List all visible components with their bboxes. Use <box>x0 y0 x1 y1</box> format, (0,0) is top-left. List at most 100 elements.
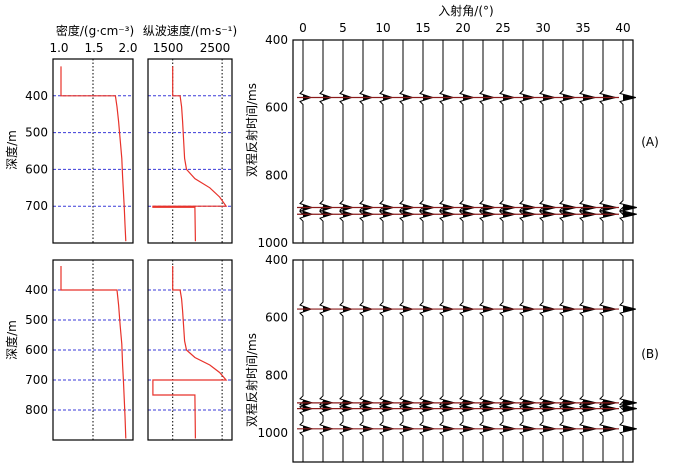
panel-frame <box>52 259 134 441</box>
seismic-trace <box>459 260 477 462</box>
trace-wiggle <box>579 260 598 462</box>
density-xtick: 1.5 <box>84 41 103 55</box>
depth-tick-label: 400 <box>25 89 48 103</box>
gather-xtick-label: 30 <box>535 21 550 35</box>
trace-wiggle <box>439 260 456 462</box>
trace-wiggle <box>339 260 355 462</box>
panel-label-B: (B) <box>641 347 659 361</box>
trace-lobe <box>623 306 636 313</box>
seismic-trace <box>479 40 497 243</box>
seismic-trace <box>419 260 436 462</box>
time-tick-label: 400 <box>265 33 288 47</box>
time-tick-label: 800 <box>265 168 288 182</box>
seismic-trace <box>379 40 395 243</box>
panel-frame <box>147 58 233 244</box>
trace-wiggle <box>299 260 314 462</box>
gather-xtick-label: 35 <box>575 21 590 35</box>
gather-xtick-label: 15 <box>415 21 430 35</box>
seismic-trace <box>319 40 334 243</box>
time-tick-label: 600 <box>265 311 288 325</box>
gather-xtick-group: 0 5 10 15 20 25 30 35 40 <box>299 21 630 35</box>
trace-wiggle <box>479 260 497 462</box>
time-axis-label-A: 双程反射时间/ms <box>244 83 259 177</box>
gather-xtick-label: 40 <box>615 21 630 35</box>
seismic-trace <box>539 260 557 462</box>
seismic-trace <box>579 40 598 243</box>
density-xtick: 2.0 <box>118 41 137 55</box>
trace-lobe <box>623 399 637 406</box>
panel-frame <box>292 259 634 463</box>
seismic-trace <box>619 260 637 462</box>
seismic-trace <box>319 260 334 462</box>
model-curve <box>152 266 228 439</box>
velocity-xtick: 2500 <box>200 41 231 55</box>
time-tick-label: 1000 <box>257 426 288 440</box>
time-tick-label: 600 <box>265 101 288 115</box>
trace-wiggle <box>519 260 538 462</box>
trace-wiggle <box>419 260 436 462</box>
depth-tick-label: 700 <box>25 199 48 213</box>
time-axis-label-B: 双程反射时间/ms <box>244 333 259 427</box>
depth-tick-label: 400 <box>25 283 48 297</box>
trace-wiggle <box>399 260 416 462</box>
seismic-trace <box>399 40 416 243</box>
depth-tick-label: 600 <box>25 162 48 176</box>
seismic-trace <box>499 260 517 462</box>
time-tick-label: 1000 <box>257 236 288 250</box>
panel-frame <box>292 39 634 244</box>
depth-tick-label: 500 <box>25 126 48 140</box>
trace-wiggle <box>459 260 477 462</box>
trace-wiggle <box>599 260 617 462</box>
gather-xtick-label: 20 <box>455 21 470 35</box>
seismic-trace <box>599 260 617 462</box>
seismic-trace <box>359 260 375 462</box>
trace-wiggle <box>319 260 334 462</box>
seismic-trace <box>299 40 314 243</box>
seismic-trace <box>339 260 355 462</box>
depth-axis-label-B: 深度/m <box>4 320 19 360</box>
model-curve <box>60 66 127 242</box>
panel-frame <box>147 259 233 441</box>
velocity-xtick: 1500 <box>153 41 184 55</box>
seismic-trace <box>339 40 355 243</box>
panel-label-A: (A) <box>641 135 659 149</box>
seismic-trace <box>619 40 637 243</box>
trace-lobe <box>623 425 637 432</box>
seismic-trace <box>359 40 375 243</box>
depth-axis-label-A: 深度/m <box>4 130 19 170</box>
seismic-trace <box>519 260 538 462</box>
density-xtick: 1.0 <box>49 41 68 55</box>
depth-tick-label: 500 <box>25 313 48 327</box>
depth-tick-label: 600 <box>25 343 48 357</box>
seismic-trace <box>559 260 577 462</box>
trace-wiggle <box>379 260 395 462</box>
model-curve <box>152 66 228 242</box>
seismic-trace <box>579 260 598 462</box>
trace-lobe <box>623 405 637 412</box>
seismic-trace <box>479 260 497 462</box>
velocity-title: 纵波速度/(m·s⁻¹) <box>143 23 237 38</box>
seismic-trace <box>599 40 617 243</box>
seismic-trace <box>519 40 538 243</box>
gather-xtick-label: 0 <box>299 21 307 35</box>
seismic-trace <box>559 40 577 243</box>
trace-lobe <box>623 211 637 218</box>
seismic-trace <box>419 40 436 243</box>
seismic-trace <box>499 40 517 243</box>
model-curve <box>60 266 127 439</box>
depth-tick-label: 800 <box>25 403 48 417</box>
trace-lobe <box>623 94 636 101</box>
trace-wiggle <box>559 260 577 462</box>
trace-lobe <box>623 204 637 211</box>
density-title: 密度/(g·cm⁻³) <box>56 23 134 38</box>
depth-tick-label: 700 <box>25 373 48 387</box>
gather-xtick-label: 10 <box>375 21 390 35</box>
gather-title: 入射角/(°) <box>438 3 493 18</box>
seismic-trace <box>439 40 456 243</box>
trace-wiggle <box>619 260 637 462</box>
panel-frame <box>52 58 134 244</box>
seismic-trace <box>439 260 456 462</box>
trace-wiggle <box>359 260 375 462</box>
seismic-trace <box>539 40 557 243</box>
